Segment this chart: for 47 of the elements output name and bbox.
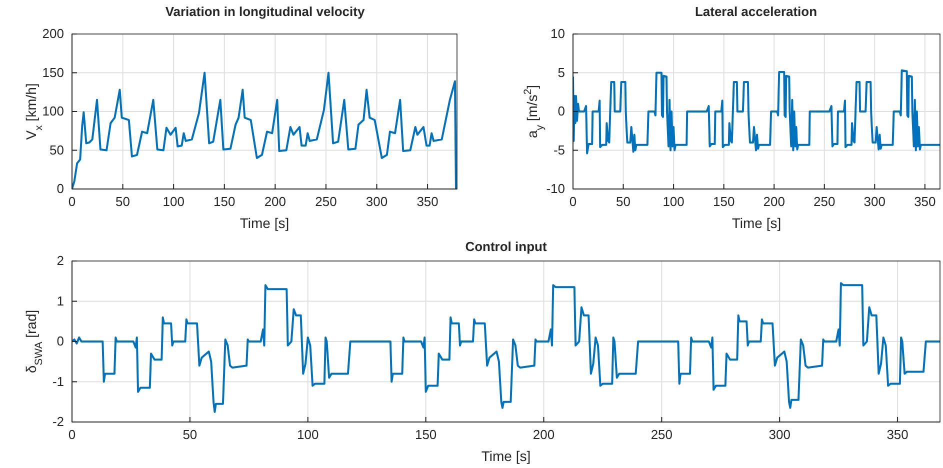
y-tick-label: -2 [52,414,64,430]
x-tick-label: 300 [768,427,790,442]
y-tick-label: 200 [42,26,64,42]
chart-title: Variation in longitudinal velocity [165,4,366,19]
x-tick-label: 300 [366,194,388,210]
y-tick-label: -10 [546,181,565,196]
y-tick-label: -1 [52,374,64,389]
line-series [72,282,941,413]
x-tick-label: 100 [297,427,319,442]
x-axis-title: Time [s] [481,448,531,464]
y-tick-label: 1 [56,293,64,308]
x-tick-label: 0 [68,427,76,442]
x-tick-label: 300 [864,194,886,210]
x-tick-label: 50 [182,427,198,442]
x-tick-label: 100 [662,194,684,210]
x-tick-label: 50 [116,194,130,210]
x-axis-title: Time [s] [240,215,290,231]
x-axis-title: Time [s] [732,215,782,231]
y-tick-label: 5 [558,64,565,80]
x-tick-label: 0 [569,194,577,210]
x-tick-label: 150 [712,194,735,210]
y-tick-label: 100 [42,104,64,119]
x-tick-label: 0 [68,194,76,210]
y-tick-label: 50 [50,142,64,158]
x-tick-label: 350 [914,194,936,210]
y-tick-label: 0 [56,334,64,349]
y-tick-label: 10 [550,26,565,42]
y-tick-label: -5 [553,142,565,158]
chart-title: Control input [465,239,548,254]
x-tick-label: 250 [814,194,836,210]
x-tick-label: 150 [214,194,236,210]
x-tick-label: 50 [616,194,631,210]
line-series [573,69,941,154]
x-tick-label: 200 [763,194,785,210]
y-tick-label: 0 [56,181,64,196]
x-tick-label: 350 [886,427,908,442]
x-tick-label: 350 [416,194,438,210]
y-tick-label: 2 [56,253,64,268]
chart-title: Lateral acceleration [694,4,818,19]
x-tick-label: 250 [315,194,337,210]
x-tick-label: 100 [162,194,184,210]
x-tick-label: 200 [264,194,286,210]
x-tick-label: 250 [650,427,673,442]
y-tick-label: 150 [42,64,64,80]
y-tick-label: 0 [558,104,565,119]
x-tick-label: 150 [414,427,437,442]
x-tick-label: 200 [532,427,555,442]
